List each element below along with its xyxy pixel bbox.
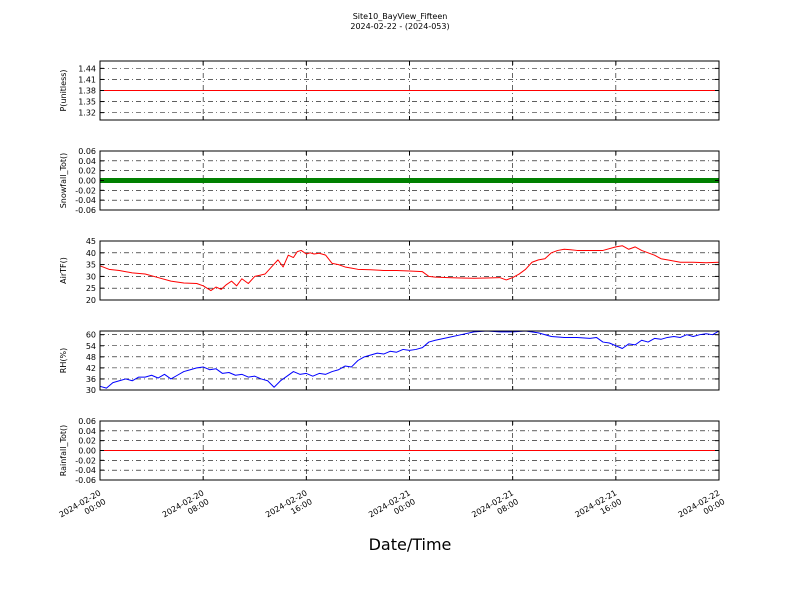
panel-4-ytick-label-3: 0.00 [78, 447, 96, 456]
panel-3-series-0 [99, 330, 720, 389]
panel-1-ytick-label-3: 0.00 [78, 177, 96, 186]
panel-0-ytick-label-0: 1.32 [78, 109, 96, 118]
panel-3-ytick-label-5: 60 [86, 331, 96, 340]
panel-2-series-0 [99, 245, 720, 292]
panel-4-ytick-label-2: -0.02 [75, 456, 96, 465]
panel-2-ytick-label-0: 20 [86, 296, 96, 305]
panel-3-ytick-label-3: 48 [86, 353, 96, 362]
panel-1-ytick-label-2: -0.02 [75, 186, 96, 195]
panel-0-ytick-label-1: 1.35 [78, 98, 96, 107]
panel-2: 20 25 30 35 40 45 AirTF() [59, 237, 720, 305]
panel-0: 1.32 1.35 1.38 1.41 1.44 P(unitless) [59, 60, 720, 121]
panel-4: -0.06-0.04-0.020.000.020.040.06 Rainfall_… [59, 417, 720, 485]
panel-4-ytick-label-0: -0.06 [75, 476, 96, 485]
panel-2-ytick-label-1: 25 [86, 284, 96, 293]
chart-title: Site10_BayView_Fifteen [353, 12, 448, 21]
panel-3-ylabel: RH(%) [59, 348, 68, 373]
x-axis-label: Date/Time [369, 535, 452, 554]
panel-2-ytick-label-5: 45 [86, 237, 96, 246]
panel-2-ylabel: AirTF() [59, 257, 68, 284]
panel-4-ytick-label-1: -0.04 [75, 466, 96, 475]
panel-0-ytick-label-4: 1.44 [78, 64, 96, 73]
panel-1-ytick-label-5: 0.04 [78, 157, 96, 166]
panel-3: 30 36 42 48 54 60 RH(%) [59, 330, 720, 395]
panel-4-ytick-label-5: 0.04 [78, 427, 96, 436]
panel-1-ytick-label-1: -0.04 [75, 196, 96, 205]
panel-2-ytick-label-2: 30 [86, 272, 96, 281]
panel-2-ytick-label-4: 40 [86, 249, 96, 258]
panel-0-ytick-label-2: 1.38 [78, 87, 96, 96]
panel-1-ytick-label-0: -0.06 [75, 206, 96, 215]
panel-1-ytick-label-6: 0.06 [78, 147, 96, 156]
panel-4-ytick-label-4: 0.02 [78, 437, 96, 446]
panel-0-ylabel: P(unitless) [59, 69, 68, 111]
panel-2-ytick-label-3: 35 [86, 261, 96, 270]
panel-4-ytick-label-6: 0.06 [78, 417, 96, 426]
panel-1-ytick-label-4: 0.02 [78, 167, 96, 176]
panel-1: -0.06-0.04-0.020.000.020.040.06 Snowfall_… [59, 147, 720, 215]
panel-0-ytick-label-3: 1.41 [78, 75, 96, 84]
panel-3-ytick-label-2: 42 [86, 364, 96, 373]
chart-subtitle: 2024-02-22 - (2024-053) [350, 22, 449, 31]
panel-4-ylabel: Rainfall_Tot() [59, 425, 68, 477]
panels-group: 1.321.351.381.411.44P(unitless)-0.06-0.0… [59, 60, 720, 485]
panel-3-ytick-label-1: 36 [86, 375, 96, 384]
panel-3-ytick-label-4: 54 [86, 342, 96, 351]
panel-3-ytick-label-0: 30 [86, 386, 96, 395]
panel-1-ylabel: Snowfall_Tot() [59, 153, 68, 209]
